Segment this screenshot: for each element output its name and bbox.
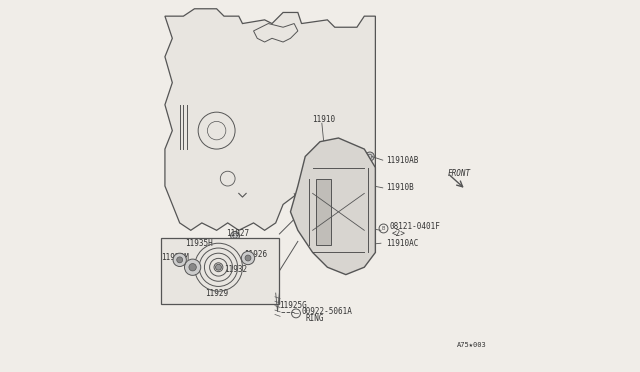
Text: 11935H: 11935H [185, 239, 213, 248]
Circle shape [365, 152, 374, 161]
Circle shape [177, 257, 182, 263]
Text: 11910AC: 11910AC [387, 239, 419, 248]
Text: 11910B: 11910B [387, 183, 414, 192]
Polygon shape [291, 138, 376, 275]
Text: <2>: <2> [392, 229, 406, 238]
Text: 11926: 11926 [244, 250, 268, 259]
Circle shape [173, 253, 186, 266]
Circle shape [184, 259, 201, 275]
Circle shape [189, 263, 196, 271]
Text: FRONT: FRONT [447, 169, 470, 177]
Circle shape [364, 182, 372, 190]
Text: 00922-5061A: 00922-5061A [301, 307, 353, 316]
Circle shape [230, 231, 239, 240]
Text: 11927: 11927 [226, 230, 249, 238]
Text: A75★003: A75★003 [456, 342, 486, 348]
Circle shape [360, 224, 369, 233]
Circle shape [245, 255, 251, 261]
Text: RING: RING [305, 314, 324, 323]
Text: 11932: 11932 [224, 264, 247, 273]
Text: 11925M: 11925M [161, 253, 189, 263]
Circle shape [198, 112, 235, 149]
Polygon shape [165, 9, 376, 230]
Circle shape [353, 241, 362, 250]
Text: 11925G: 11925G [280, 301, 307, 311]
Text: 11910AB: 11910AB [387, 155, 419, 165]
Bar [161, 238, 280, 304]
Text: 08121-0401F: 08121-0401F [389, 222, 440, 231]
Circle shape [216, 264, 221, 270]
Text: 11910: 11910 [312, 115, 335, 124]
Text: 11929: 11929 [205, 289, 228, 298]
Polygon shape [253, 23, 298, 42]
Circle shape [241, 251, 255, 264]
Text: B: B [382, 226, 385, 231]
Bar [316, 179, 331, 245]
